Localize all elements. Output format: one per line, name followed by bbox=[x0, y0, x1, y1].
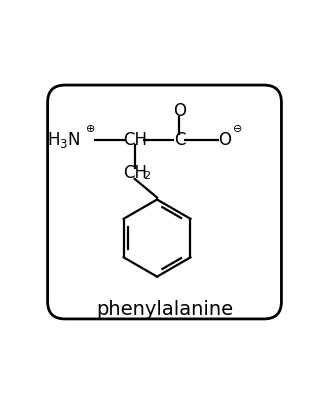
Text: H$_3$N: H$_3$N bbox=[47, 130, 80, 150]
FancyBboxPatch shape bbox=[48, 85, 282, 319]
Text: ⊖: ⊖ bbox=[233, 124, 243, 134]
Text: O: O bbox=[173, 102, 186, 120]
Text: phenylalanine: phenylalanine bbox=[96, 300, 233, 319]
Text: 2: 2 bbox=[143, 171, 150, 181]
Text: ⊕: ⊕ bbox=[86, 124, 96, 134]
Text: C: C bbox=[174, 131, 185, 149]
Text: O: O bbox=[218, 131, 231, 149]
Text: CH: CH bbox=[123, 164, 147, 182]
Text: CH: CH bbox=[123, 131, 147, 149]
